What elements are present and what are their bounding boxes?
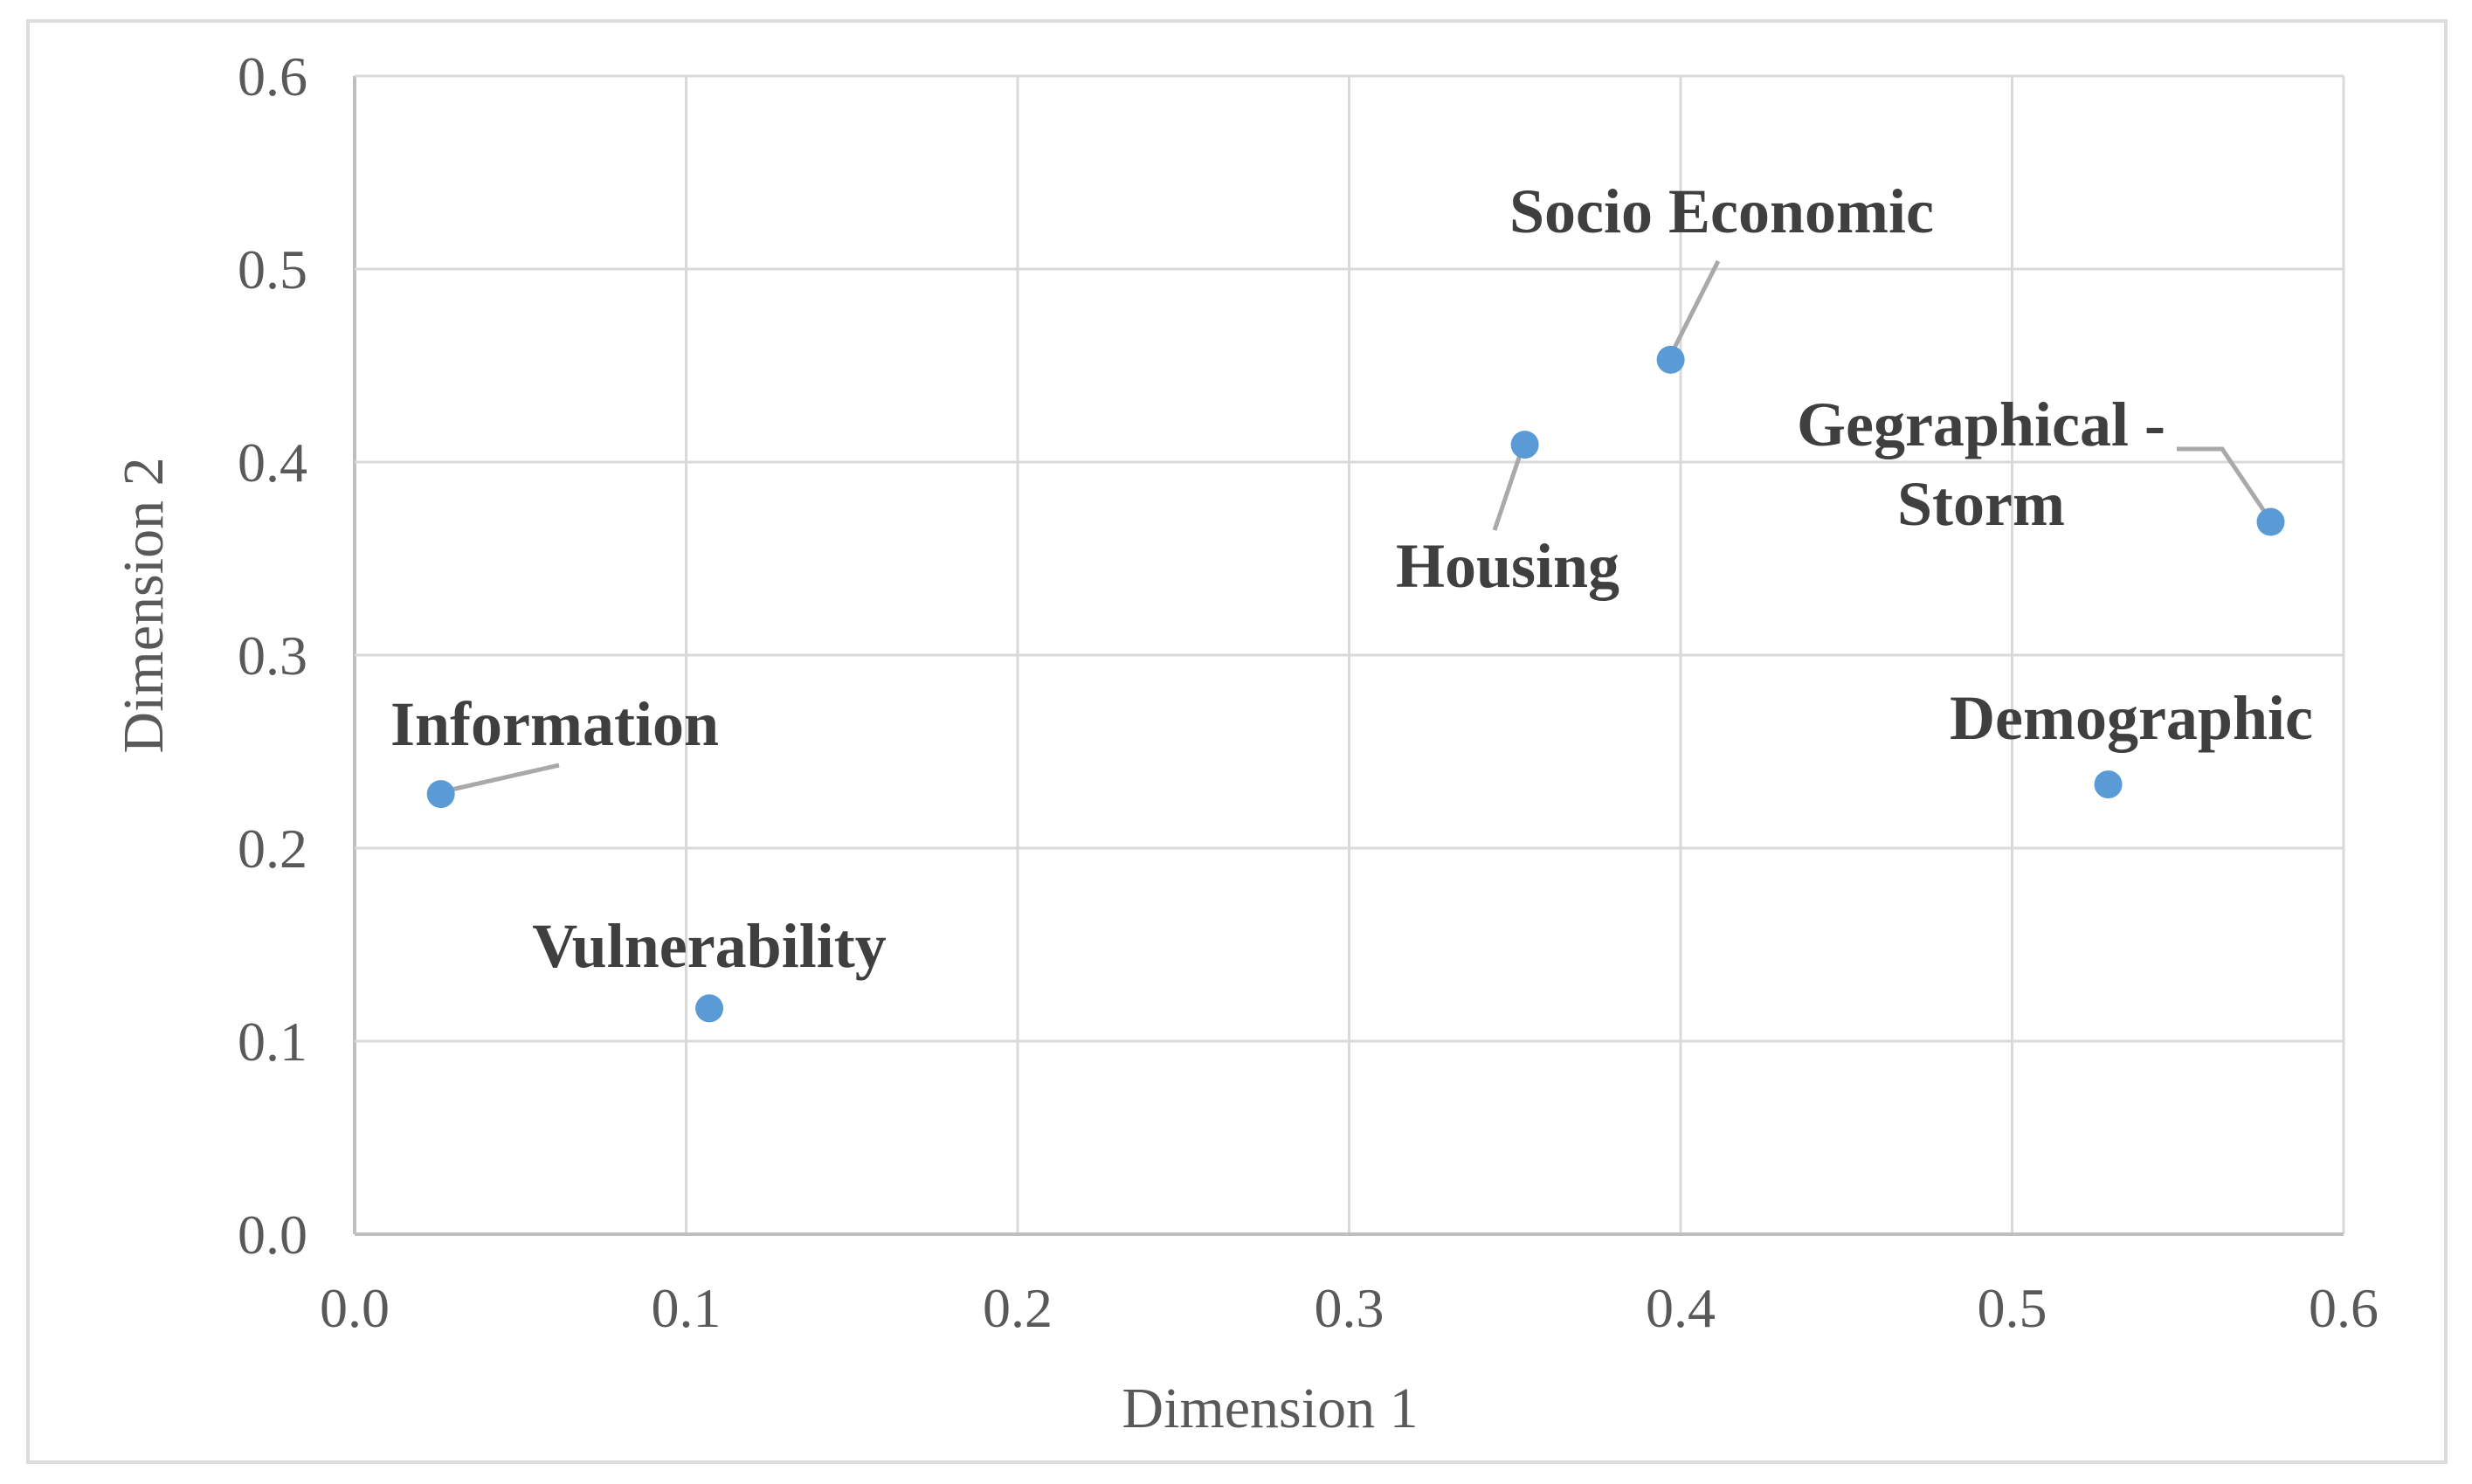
point-labels-layer: Information Vulnerability Housing Socio Eco…	[390, 176, 2313, 981]
y-tick-label: 0.6	[238, 45, 307, 107]
figure-border	[26, 19, 2448, 1464]
data-point-label: Housing	[1396, 531, 1619, 601]
data-point-label-line: Demographic	[1950, 683, 2313, 753]
leader-lines-layer	[443, 259, 2272, 794]
label-leader-line	[1492, 446, 1525, 531]
data-point-label: Gegraphical - Storm	[1797, 390, 2165, 539]
x-tick-label: 0.4	[1646, 1277, 1716, 1339]
data-point-label-line: Gegraphical -	[1797, 390, 2165, 459]
data-point-marker	[1510, 431, 1539, 459]
label-leader-line	[1668, 259, 1721, 356]
data-point-label-line: Vulnerability	[532, 911, 886, 981]
y-tick-label: 0.1	[238, 1011, 307, 1073]
data-points-layer	[426, 345, 2285, 1023]
data-point-label-line: Housing	[1396, 531, 1619, 601]
label-leader-line	[2177, 446, 2272, 521]
x-tick-label: 0.3	[1315, 1277, 1384, 1339]
data-point-label-line: Information	[390, 689, 719, 759]
y-tick-label: 0.0	[238, 1204, 307, 1266]
data-point-marker	[2094, 770, 2123, 799]
y-tick-label: 0.5	[238, 238, 307, 300]
data-point-label: Vulnerability	[532, 911, 886, 981]
label-leader-line	[443, 763, 560, 794]
gridlines-layer	[353, 74, 2345, 1236]
data-point-label-line: Storm	[1897, 469, 2065, 539]
y-axis-title: Dimension 2	[112, 457, 176, 753]
data-point-marker	[695, 994, 724, 1023]
data-point-label: Socio Economic	[1509, 176, 1934, 246]
data-point-marker	[2256, 507, 2285, 536]
y-tick-label: 0.4	[238, 431, 307, 494]
data-point-marker	[1656, 345, 1685, 374]
data-point-marker	[426, 780, 455, 809]
data-point-label: Information	[390, 689, 719, 759]
data-point-label: Demographic	[1950, 683, 2313, 753]
y-tick-label: 0.3	[238, 625, 307, 687]
x-tick-label: 0.0	[320, 1277, 390, 1339]
x-tick-label: 0.2	[983, 1277, 1053, 1339]
y-tick-label: 0.2	[238, 818, 307, 880]
tick-labels-layer: 0.0 0.1 0.2 0.3 0.4 0.5 0.6 0.0 0.1 0.2 0.3 0.4 0.5 0…	[238, 45, 2379, 1339]
x-tick-label: 0.1	[652, 1277, 722, 1339]
x-axis-title: Dimension 1	[1122, 1377, 1418, 1440]
x-tick-label: 0.6	[2309, 1277, 2379, 1339]
x-tick-label: 0.5	[1978, 1277, 2047, 1339]
data-point-label-line: Socio Economic	[1509, 176, 1934, 246]
